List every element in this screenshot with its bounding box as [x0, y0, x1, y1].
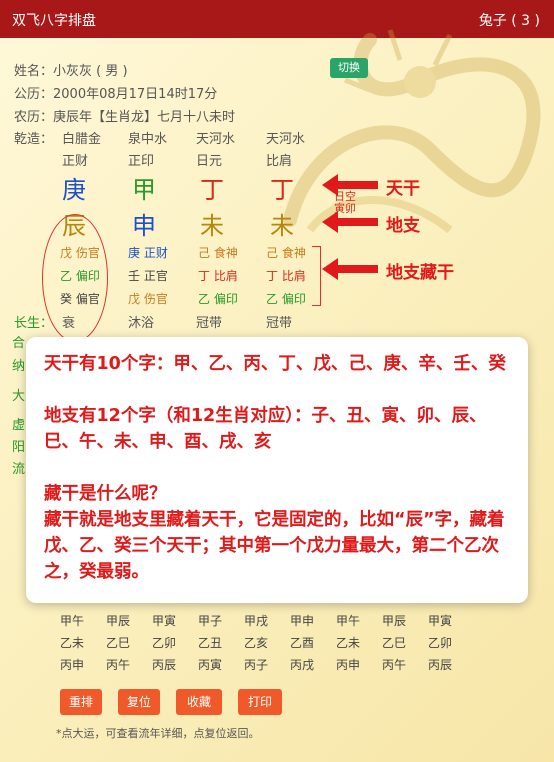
changsheng-label: 长生： — [14, 316, 54, 331]
grid-cell[interactable]: 丙寅 — [198, 658, 223, 672]
shishen-4: 比肩 — [266, 154, 293, 169]
zhi-3: 未 — [200, 212, 224, 240]
side-char-3: 大 — [12, 389, 26, 404]
save-button[interactable]: 收藏 — [176, 689, 222, 715]
restore-button[interactable]: 复位 — [118, 689, 160, 715]
solar-row: 公历：2000年08月17日14时17分 — [14, 83, 217, 102]
grid-cell[interactable]: 乙丑 — [198, 636, 223, 650]
popup-canggan-text: 藏干就是地支里藏着天干，它是固定的，比如“辰”字，藏着戊、乙、癸三个天干；其中第… — [44, 510, 505, 582]
app-title: 双飞八字排盘 — [12, 13, 96, 29]
grid-cell[interactable]: 丙申 — [336, 658, 361, 672]
gan-4: 丁 — [270, 176, 294, 204]
side-char-5: 阳 — [12, 440, 26, 455]
hidden-4-2: 丁 比肩 — [266, 269, 306, 283]
shishen-3: 日元 — [196, 154, 223, 169]
grid-cell[interactable]: 乙酉 — [290, 636, 315, 650]
grid-cell[interactable]: 甲戌 — [244, 614, 269, 628]
popup-question: 藏干是什么呢？ — [44, 484, 167, 504]
grid-cell[interactable]: 丙午 — [106, 658, 131, 672]
grid-cell[interactable]: 乙未 — [336, 636, 361, 650]
gan-2: 甲 — [132, 176, 156, 204]
grid-cell[interactable]: 甲子 — [198, 614, 223, 628]
grid-cell[interactable]: 丙午 — [382, 658, 407, 672]
grid-cell[interactable]: 甲辰 — [106, 614, 131, 628]
changsheng-4: 冠带 — [266, 316, 293, 331]
arrow-left-icon — [322, 211, 378, 233]
grid-cell[interactable]: 丙申 — [60, 658, 85, 672]
grid-cell[interactable]: 丙戌 — [290, 658, 315, 672]
grid-cell[interactable]: 乙未 — [60, 636, 85, 650]
annotation-dizhi: 地支 — [386, 216, 420, 236]
user-badge[interactable]: 兔子 ( 3 ) — [478, 13, 540, 29]
name-value: 小灰灰 ( 男 ) — [53, 64, 128, 79]
switch-button[interactable]: 切换 — [330, 58, 368, 78]
side-char-1: 合 — [12, 336, 26, 351]
lunar-label: 农历： — [14, 110, 54, 125]
lunar-value: 庚辰年【生肖龙】七月十八未时 — [53, 110, 236, 125]
changsheng-2: 沐浴 — [128, 316, 155, 331]
arrow-left-icon — [322, 174, 378, 196]
hidden-2-2: 壬 正官 — [128, 269, 168, 283]
pillars-label: 乾造： — [14, 132, 54, 147]
grid-cell[interactable]: 丙辰 — [428, 658, 453, 672]
hidden-3-1: 己 食神 — [198, 246, 238, 260]
solar-label: 公历： — [14, 87, 54, 102]
nayin-3: 天河水 — [196, 132, 236, 147]
nayin-1: 白腊金 — [62, 132, 102, 147]
grid-cell[interactable]: 甲辰 — [382, 614, 407, 628]
grid-cell[interactable]: 甲申 — [290, 614, 315, 628]
lunar-row: 农历：庚辰年【生肖龙】七月十八未时 — [14, 106, 235, 125]
popup-tiangan-text: 天干有10个字：甲、乙、丙、丁、戊、己、庚、辛、壬、癸 — [44, 354, 506, 374]
reset-button[interactable]: 重排 — [60, 689, 102, 715]
popup-dizhi-text: 地支有12个字（和12生肖对应）：子、丑、寅、卯、辰、巳、午、未、申、酉、戌、亥 — [44, 406, 487, 452]
grid-cell[interactable]: 甲寅 — [152, 614, 177, 628]
nayin-2: 泉中水 — [128, 132, 168, 147]
side-char-4: 虚 — [12, 418, 26, 433]
grid-cell[interactable]: 乙亥 — [244, 636, 269, 650]
changsheng-1: 衰 — [62, 316, 76, 331]
help-note: *点大运，可查看流年详细，点复位返回。 — [56, 727, 260, 740]
grid-cell[interactable]: 甲午 — [336, 614, 361, 628]
top-bar: 双飞八字排盘 兔子 ( 3 ) — [0, 0, 554, 38]
grid-cell[interactable]: 丙辰 — [152, 658, 177, 672]
grid-cell[interactable]: 甲寅 — [428, 614, 453, 628]
explanation-popup: 天干有10个字：甲、乙、丙、丁、戊、己、庚、辛、壬、癸 地支有12个字（和12生… — [26, 337, 528, 603]
side-char-2: 纳 — [12, 359, 26, 374]
annotation-tiangan: 天干 — [386, 179, 420, 199]
hidden-3-2: 丁 比肩 — [198, 269, 238, 283]
changsheng-3: 冠带 — [196, 316, 223, 331]
gan-3: 丁 — [200, 176, 224, 204]
solar-value: 2000年08月17日14时17分 — [53, 87, 218, 102]
dragon-watermark-icon — [283, 29, 541, 234]
grid-cell[interactable]: 乙卯 — [428, 636, 453, 650]
grid-cell[interactable]: 乙巳 — [382, 636, 407, 650]
name-label: 姓名： — [14, 64, 54, 79]
hidden-3-3: 乙 偏印 — [198, 292, 238, 306]
hidden-2-3: 戊 伤官 — [128, 292, 168, 306]
gan-1: 庚 — [62, 176, 86, 204]
shishen-2: 正印 — [128, 154, 155, 169]
arrow-left-icon — [322, 258, 378, 280]
jiazi-grid: 甲午 甲辰 甲寅 甲子 甲戌 甲申 甲午 甲辰 甲寅乙未 乙巳 乙卯 乙丑 乙亥 乙酉 乙未 乙巳 乙卯丙申 丙午… — [60, 612, 480, 678]
hidden-2-1: 庚 正财 — [128, 246, 168, 260]
grid-cell[interactable]: 丙子 — [244, 658, 269, 672]
shishen-1: 正财 — [62, 154, 89, 169]
zhi-2: 申 — [132, 212, 156, 240]
grid-cell[interactable]: 乙巳 — [106, 636, 131, 650]
print-button[interactable]: 打印 — [238, 689, 282, 715]
grid-cell[interactable]: 乙卯 — [152, 636, 177, 650]
side-char-6: 流 — [12, 462, 26, 477]
annotation-canggan: 地支藏干 — [386, 263, 454, 283]
name-row: 姓名：小灰灰 ( 男 ) — [14, 60, 128, 79]
kong-label: 日空 寅卯 — [334, 190, 356, 215]
hidden-4-1: 己 食神 — [266, 246, 306, 260]
highlight-bracket — [312, 246, 321, 306]
grid-cell[interactable]: 甲午 — [60, 614, 85, 628]
hidden-4-3: 乙 偏印 — [266, 292, 306, 306]
nayin-4: 天河水 — [266, 132, 306, 147]
zhi-4: 未 — [270, 212, 294, 240]
